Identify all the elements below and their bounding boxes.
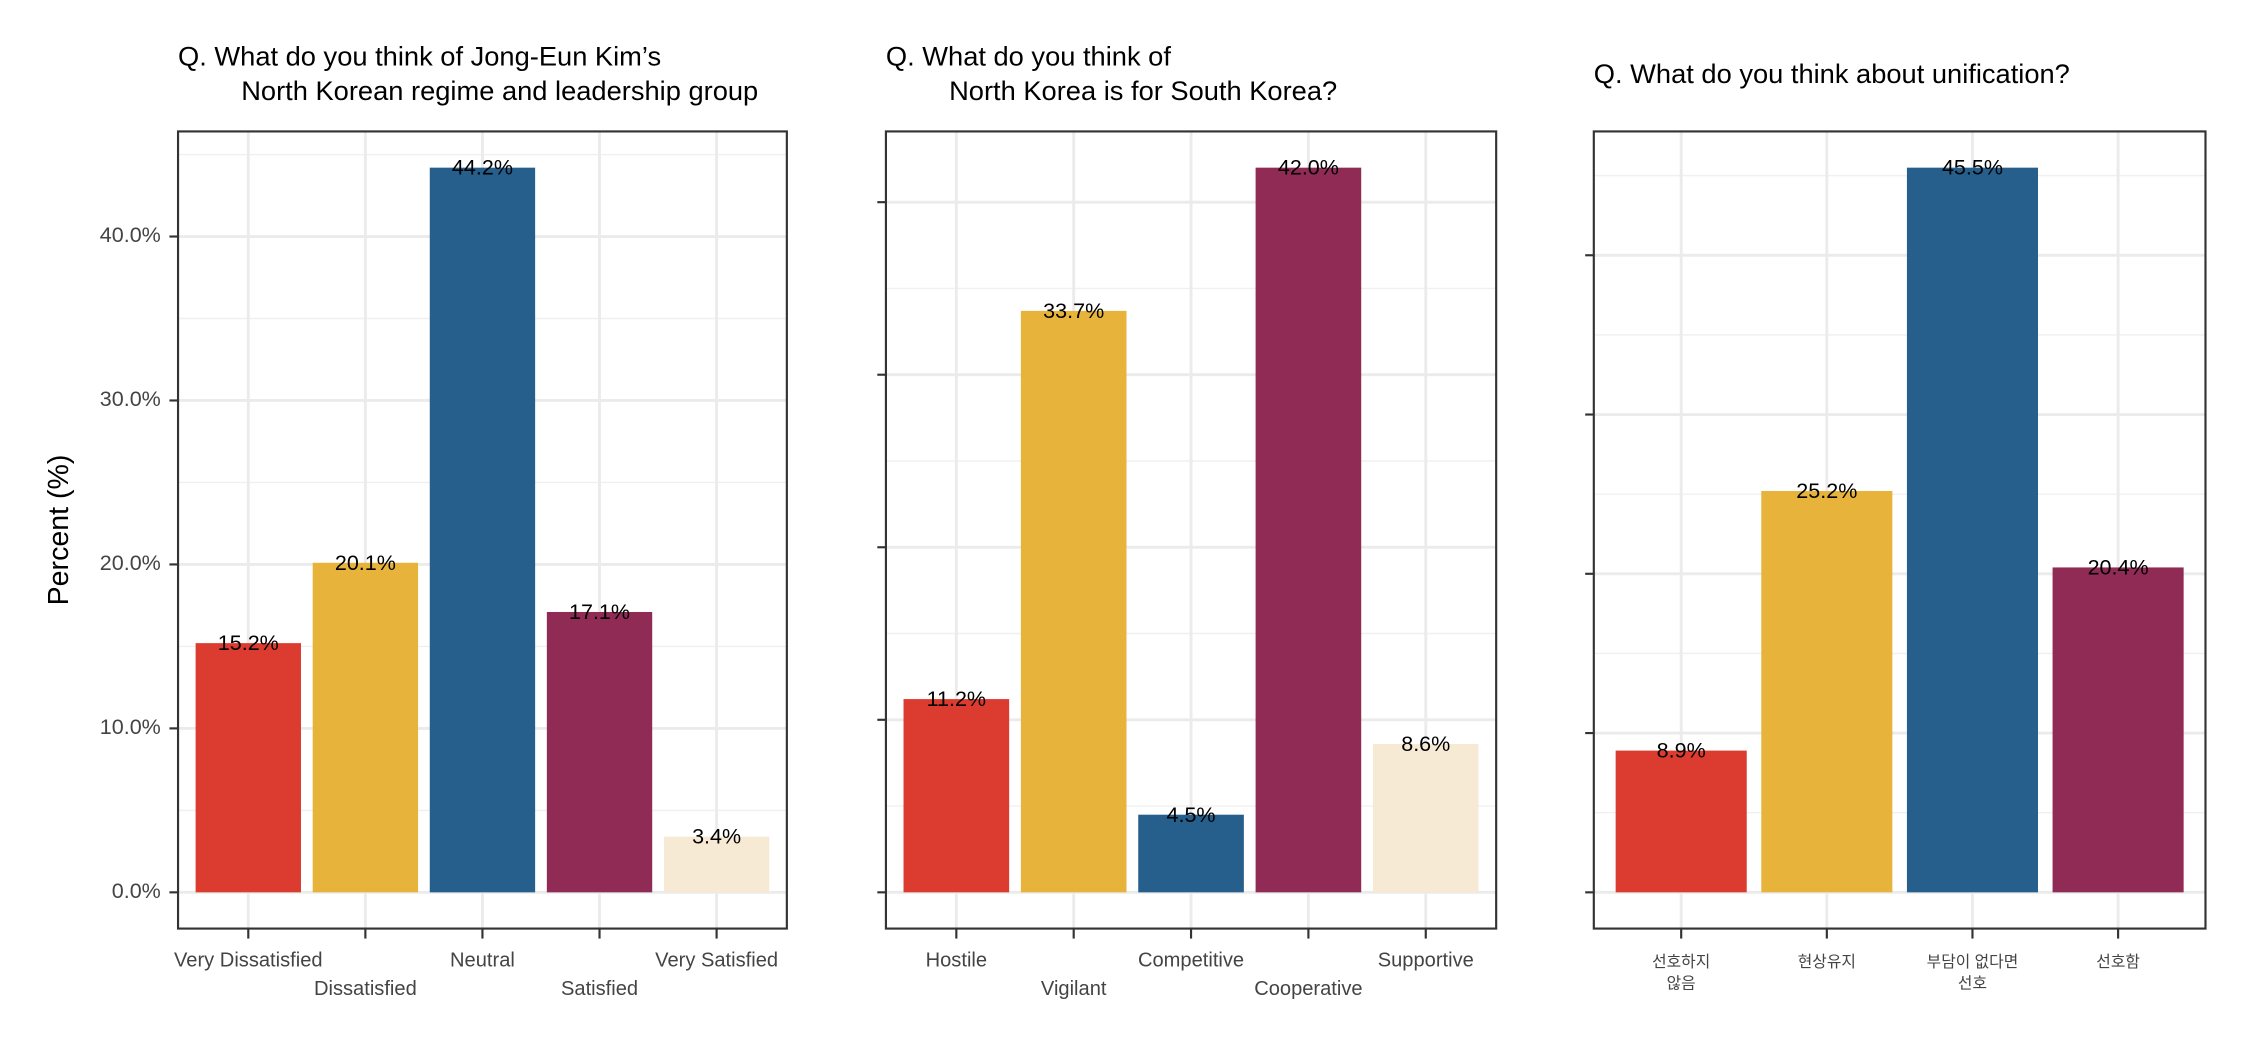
data-label: 45.5%	[1942, 156, 2003, 180]
y-axis-title: Percent (%)	[43, 455, 75, 606]
x-tick-label: Neutral	[450, 950, 515, 972]
panel-border	[884, 130, 1498, 930]
bar	[1138, 814, 1244, 893]
bar	[1020, 310, 1127, 893]
bar	[429, 167, 536, 893]
data-label: 8.6%	[1401, 732, 1450, 756]
x-tick-label: Very Satisfied	[655, 950, 778, 972]
data-label: 42.0%	[1278, 156, 1339, 180]
bar	[312, 562, 419, 893]
x-tick-label: Very Dissatisfied	[174, 950, 323, 972]
x-tick-label: 현상유지	[1798, 953, 1856, 971]
x-tick-label-line: 선호함	[2096, 953, 2140, 971]
x-tick-label-line: Neutral	[450, 950, 515, 972]
data-label: 17.1%	[569, 600, 630, 624]
data-label: 20.4%	[2088, 556, 2149, 580]
data-label: 15.2%	[218, 631, 279, 655]
bar	[903, 699, 1010, 893]
bar	[1906, 167, 2039, 893]
chart-title: Q. What do you think of Jong-Eun Kim’s	[178, 41, 661, 72]
x-tick-label-line: Very Dissatisfied	[174, 950, 323, 972]
data-label: 8.9%	[1657, 739, 1706, 763]
data-label: 11.2%	[927, 687, 986, 711]
x-tick-label-line: Satisfied	[561, 978, 638, 1000]
x-tick-label: Dissatisfied	[314, 978, 417, 1000]
x-tick-label: 선호함	[2096, 953, 2140, 971]
data-label: 25.2%	[1796, 479, 1857, 503]
chart-title: North Korea is for South Korea?	[949, 75, 1337, 106]
data-label: 20.1%	[335, 551, 396, 575]
x-tick-label-line: Very Satisfied	[655, 950, 778, 972]
x-tick-label: Cooperative	[1254, 978, 1362, 1000]
data-label: 44.2%	[452, 156, 513, 180]
x-tick-label: Hostile	[926, 950, 987, 972]
data-label: 4.5%	[1167, 803, 1216, 827]
x-tick-label: Vigilant	[1041, 978, 1107, 1000]
x-tick-label: Satisfied	[561, 978, 638, 1000]
bar	[663, 836, 770, 893]
x-tick-label-line: Cooperative	[1254, 978, 1362, 1000]
bar	[1372, 743, 1479, 893]
y-tick-label: 10.0%	[100, 715, 161, 739]
x-tick-label-line: 부담이 없다면	[1927, 953, 2019, 971]
y-tick-label: 40.0%	[100, 223, 161, 247]
bar	[2052, 567, 2184, 893]
bar	[1255, 167, 1362, 893]
x-tick-label: Supportive	[1378, 950, 1474, 972]
x-tick-label-line: 선호하지	[1652, 953, 1710, 971]
data-label: 3.4%	[692, 825, 741, 849]
bar	[546, 611, 653, 893]
x-tick-label-line: Vigilant	[1041, 978, 1107, 1000]
panel-border	[176, 130, 788, 930]
y-tick-label: 30.0%	[100, 387, 161, 411]
x-tick-label-line: 않음	[1667, 974, 1696, 992]
bar	[1615, 750, 1747, 893]
chart-title: North Korean regime and leadership group	[241, 75, 758, 106]
chart-title: Q. What do you think about unification?	[1594, 58, 2070, 89]
x-tick-label-line: 현상유지	[1798, 953, 1856, 971]
x-tick-label-line: Hostile	[926, 950, 987, 972]
panel-border	[1592, 130, 2207, 930]
y-tick-label: 20.0%	[100, 551, 161, 575]
x-tick-label-line: 선호	[1958, 974, 1987, 992]
bar	[195, 643, 301, 893]
chart-title: Q. What do you think of	[886, 41, 1171, 72]
y-tick-label: 0.0%	[112, 879, 161, 903]
x-tick-label-line: Supportive	[1378, 950, 1474, 972]
data-label: 33.7%	[1043, 299, 1104, 323]
x-tick-label-line: Competitive	[1138, 950, 1244, 972]
bar	[1761, 490, 1893, 893]
x-tick-label-line: Dissatisfied	[314, 978, 417, 1000]
x-tick-label: Competitive	[1138, 950, 1244, 972]
